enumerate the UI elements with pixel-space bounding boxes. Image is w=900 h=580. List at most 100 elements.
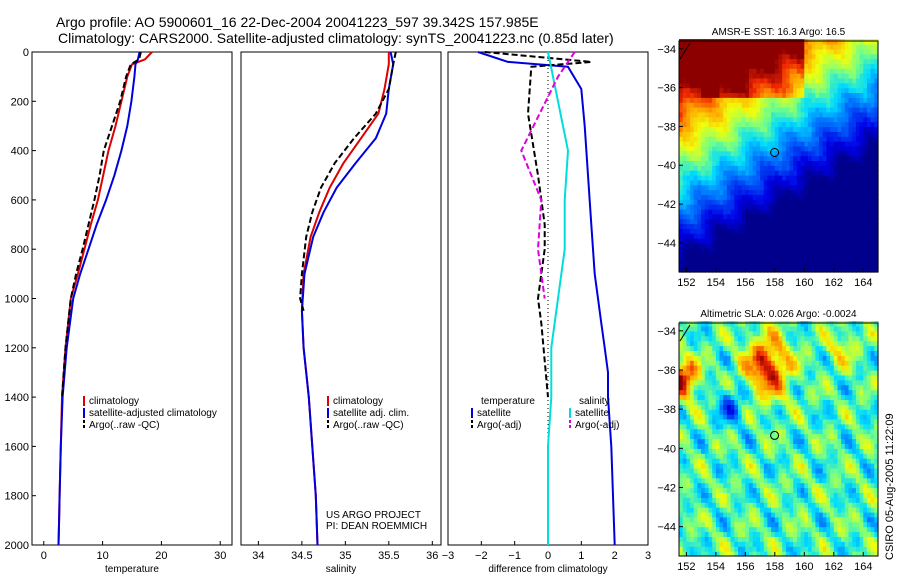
sst-map-cell xyxy=(730,73,735,79)
sst-map-cell xyxy=(833,213,839,220)
sst-map-cell xyxy=(826,174,831,181)
sst-map-cell xyxy=(774,223,780,229)
sst-map-cell xyxy=(756,141,761,147)
sla-map-cell xyxy=(741,414,746,420)
sst-map-cell xyxy=(774,39,780,45)
sla-map-cell xyxy=(686,379,691,386)
sla-map-cell xyxy=(819,330,824,337)
sla-map-cell xyxy=(734,355,739,361)
sla-map-cell xyxy=(715,330,721,337)
sst-map-cell xyxy=(756,48,761,55)
sst-map-cell xyxy=(697,199,702,205)
sla-map-cell xyxy=(785,321,791,327)
sst-map-cell xyxy=(826,63,831,69)
sla-map-cell xyxy=(708,394,713,400)
sla-map-cell xyxy=(830,472,835,479)
sla-map-cell xyxy=(830,531,835,537)
sla-map-cell xyxy=(719,546,724,552)
sla-map-cell xyxy=(708,546,713,552)
sst-map-cell xyxy=(708,150,713,157)
sst-map-cell xyxy=(697,53,702,60)
sst-map-cell xyxy=(726,194,732,200)
sst-map-cell xyxy=(830,145,835,152)
sst-map-cell xyxy=(848,126,853,132)
sst-map-cell xyxy=(819,131,824,137)
sst-map-cell xyxy=(730,252,735,259)
sst-map-cell xyxy=(837,102,842,108)
sst-map-cell xyxy=(745,102,750,108)
sst-map-cell xyxy=(686,92,691,98)
sst-map-cell xyxy=(819,48,824,55)
sla-map-cell xyxy=(789,423,794,430)
sst-map-cell xyxy=(752,233,757,239)
sst-map-cell xyxy=(745,145,750,152)
sla-map-cell xyxy=(756,526,761,533)
sla-map-cell xyxy=(819,365,824,371)
sst-map-cell xyxy=(682,53,687,60)
sst-map-cell xyxy=(866,208,872,215)
sla-map-cell xyxy=(690,443,695,449)
sst-map-cell xyxy=(704,233,710,239)
sla-map-cell xyxy=(693,404,698,410)
sla-map-cell xyxy=(771,453,776,459)
sla-map-cell xyxy=(848,467,853,474)
sla-map-cell xyxy=(734,477,739,484)
sla-map-cell xyxy=(826,458,831,464)
sla-map-cell xyxy=(738,374,743,381)
sla-map-cell xyxy=(734,458,739,464)
sla-map-cell xyxy=(837,384,842,391)
sla-map-cell xyxy=(701,482,706,489)
sst-map-cell xyxy=(734,247,739,254)
sst-map-cell xyxy=(844,48,850,55)
sla-map-cell xyxy=(730,379,735,386)
sla-map-cell xyxy=(830,384,835,391)
sst-map-cell xyxy=(704,208,710,215)
sst-map-cell xyxy=(811,165,816,171)
sst-map-cell xyxy=(730,170,735,176)
sla-map-cell xyxy=(756,551,761,557)
sst-map-cell xyxy=(789,68,794,74)
sla-map-cell xyxy=(752,487,757,493)
sst-map-cell xyxy=(693,155,698,161)
sla-map-cell xyxy=(767,345,772,351)
sla-map-cell xyxy=(811,507,816,513)
sst-map-cell xyxy=(752,102,757,108)
sst-map-cell xyxy=(767,121,772,128)
sla-map-cell xyxy=(796,428,802,435)
sst-map-cell xyxy=(782,208,787,215)
sla-map-cell xyxy=(723,458,728,464)
sla-map-cell xyxy=(763,497,769,503)
sla-map-cell xyxy=(697,541,702,547)
sst-map-cell xyxy=(767,92,772,98)
sst-map-cell xyxy=(734,141,739,147)
sst-map-cell xyxy=(715,204,721,210)
sla-map-cell xyxy=(815,423,820,430)
sla-map-cell xyxy=(815,370,820,376)
sst-map-cell xyxy=(793,126,798,132)
sla-map-cell xyxy=(800,433,805,440)
sst-map-cell xyxy=(738,116,743,123)
sla-map-cell xyxy=(752,404,757,410)
sla-map-cell xyxy=(811,443,816,449)
sst-map-cell xyxy=(785,267,791,273)
sla-map-cell xyxy=(682,325,687,332)
sla-map-cell xyxy=(697,384,702,391)
sla-map-cell xyxy=(760,399,765,405)
sla-map-cell xyxy=(767,516,772,523)
sst-map-cell xyxy=(815,218,820,225)
sst-map-cell xyxy=(752,179,757,186)
sla-map-cell xyxy=(800,477,805,484)
sst-map-cell xyxy=(719,213,724,220)
sla-map-cell xyxy=(679,546,684,552)
sst-map-cell xyxy=(701,131,706,137)
sla-map-cell xyxy=(833,330,839,337)
sst-map-cell xyxy=(830,262,835,268)
sla-map-cell xyxy=(697,340,702,347)
sst-map-cell xyxy=(752,43,757,50)
sst-map-cell xyxy=(704,141,710,147)
sla-map-cell xyxy=(837,531,842,537)
sla-map-cell xyxy=(693,536,698,542)
sla-map-cell xyxy=(719,487,724,493)
sla-map-cell xyxy=(778,418,783,425)
sla-map-cell xyxy=(785,536,791,542)
